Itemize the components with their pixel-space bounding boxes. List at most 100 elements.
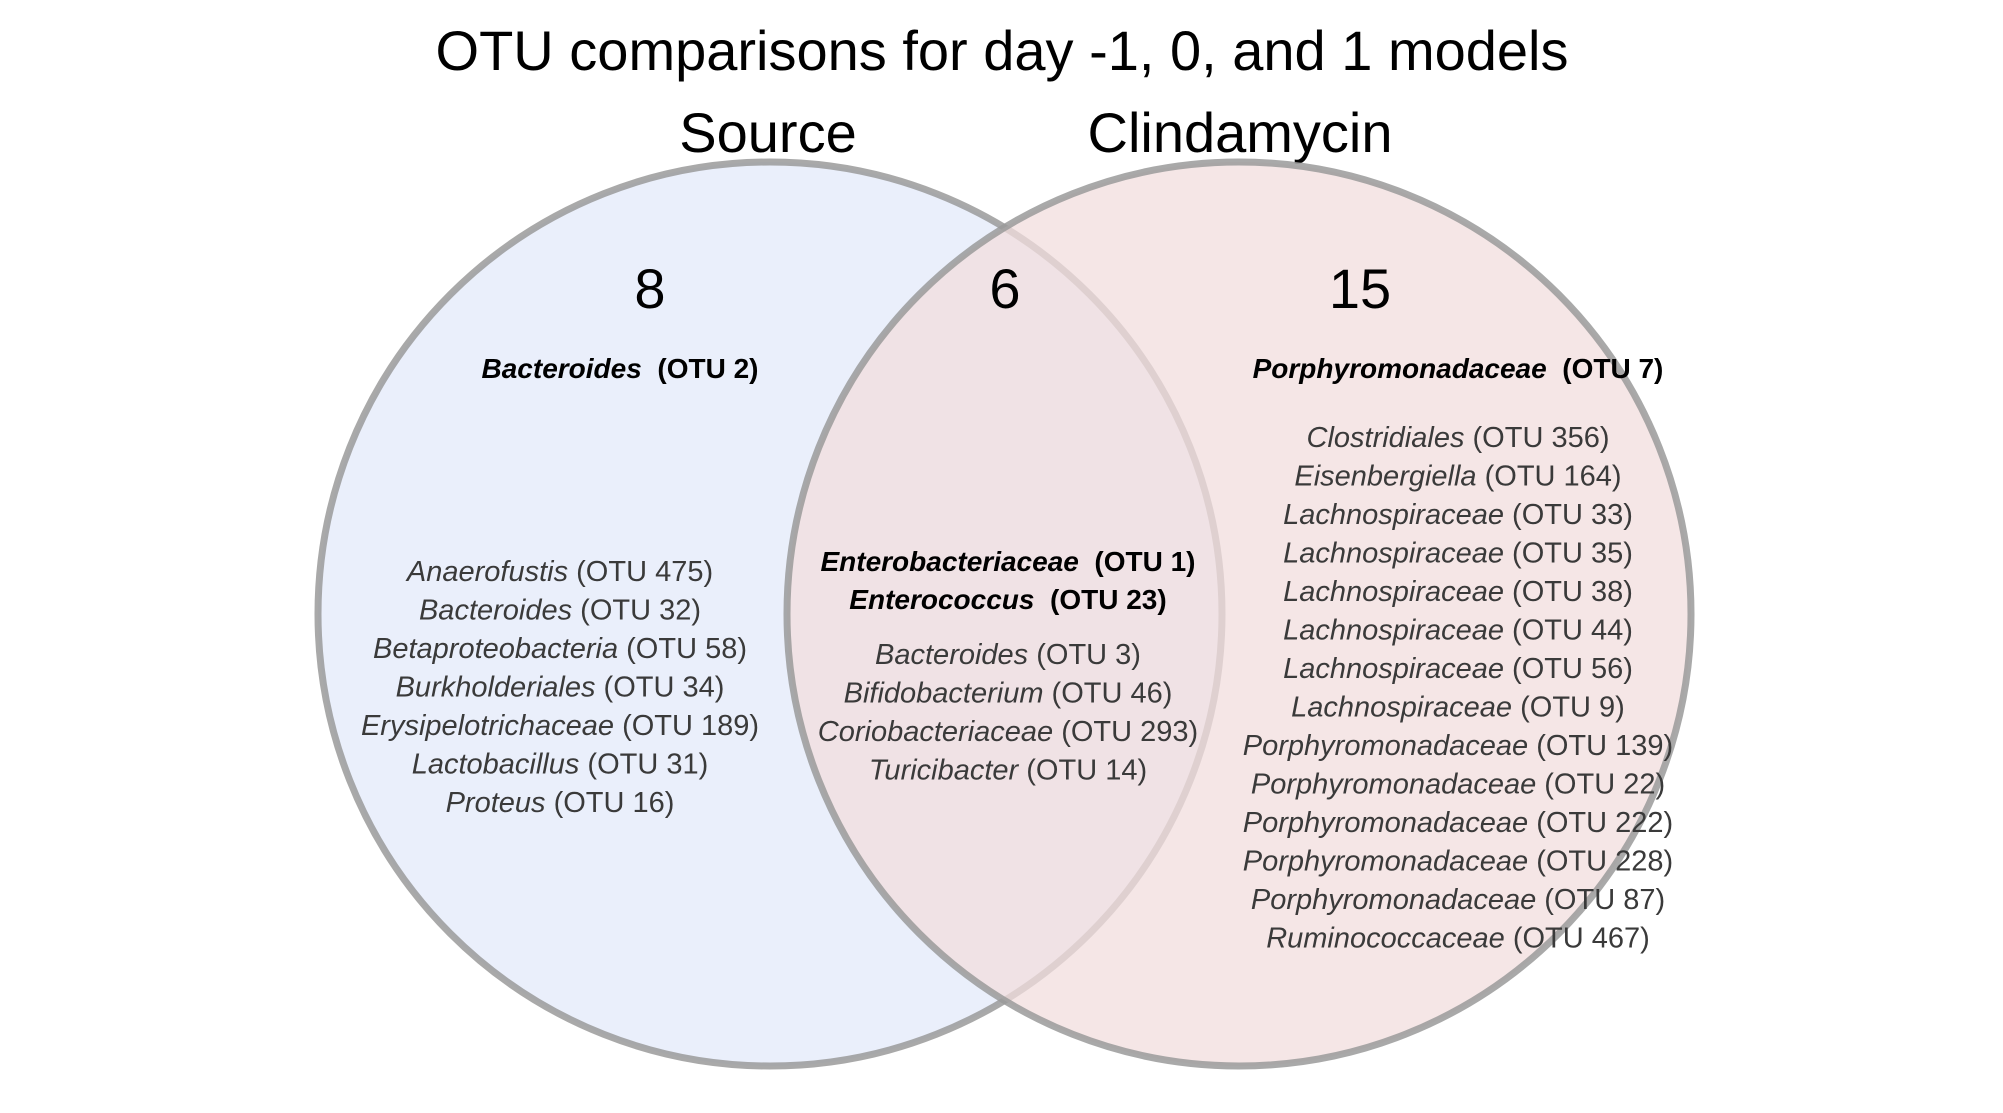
taxon-name: Lachnospiraceae	[1283, 576, 1504, 608]
taxon-name: Porphyromonadaceae	[1251, 884, 1536, 916]
otu-id: (OTU 44)	[1504, 615, 1633, 647]
otu-id: (OTU 16)	[546, 787, 675, 819]
otu-id: (OTU 1)	[1079, 546, 1196, 577]
otu-id: (OTU 7)	[1547, 353, 1664, 384]
set-label-clindamycin: Clindamycin	[1088, 101, 1393, 164]
otu-entry: Bacteroides (OTU 32)	[419, 595, 701, 627]
otu-id: (OTU 22)	[1536, 769, 1665, 801]
diagram-title: OTU comparisons for day -1, 0, and 1 mod…	[436, 19, 1569, 82]
taxon-name: Ruminococcaceae	[1266, 923, 1505, 955]
clindamycin-only-count: 15	[1329, 257, 1391, 320]
clindamycin-circle	[783, 158, 1695, 1070]
otu-entry: Lachnospiraceae (OTU 33)	[1283, 499, 1633, 531]
overlap-highlight-list: Enterobacteriaceae (OTU 1) Enterococcus (…	[820, 546, 1195, 615]
otu-id: (OTU 9)	[1512, 692, 1625, 724]
otu-id: (OTU 356)	[1464, 422, 1609, 454]
source-highlight-list: Bacteroides (OTU 2)	[482, 353, 759, 384]
taxon-name: Lactobacillus	[412, 749, 580, 781]
source-only-count: 8	[634, 257, 665, 320]
taxon-name: Clostridiales	[1307, 422, 1465, 454]
otu-id: (OTU 228)	[1528, 846, 1673, 878]
taxon-name: Coriobacteriaceae	[818, 716, 1053, 748]
taxon-name: Bacteroides	[875, 639, 1028, 671]
taxon-name: Betaproteobacteria	[373, 633, 618, 665]
otu-entry: Ruminococcaceae (OTU 467)	[1266, 923, 1650, 955]
otu-id: (OTU 23)	[1034, 584, 1166, 615]
otu-id: (OTU 139)	[1528, 730, 1673, 762]
taxon-name: Anaerofustis	[405, 556, 568, 588]
otu-id: (OTU 33)	[1504, 499, 1633, 531]
set-label-source: Source	[679, 101, 856, 164]
source-otu-list: Anaerofustis (OTU 475) Bacteroides (OTU 3…	[361, 556, 759, 819]
highlighted-otu: Bacteroides (OTU 2)	[482, 353, 759, 384]
clindamycin-otu-list: Clostridiales (OTU 356) Eisenbergiella (O…	[1243, 422, 1673, 955]
otu-entry: Lachnospiraceae (OTU 9)	[1291, 692, 1625, 724]
otu-id: (OTU 46)	[1043, 678, 1172, 710]
otu-entry: Burkholderiales (OTU 34)	[396, 672, 725, 704]
highlighted-otu: Porphyromonadaceae (OTU 7)	[1253, 353, 1664, 384]
taxon-name: Porphyromonadaceae	[1251, 769, 1536, 801]
otu-id: (OTU 164)	[1477, 461, 1622, 493]
otu-id: (OTU 38)	[1504, 576, 1633, 608]
otu-id: (OTU 56)	[1504, 653, 1633, 685]
overlap-otu-list: Bacteroides (OTU 3) Bifidobacterium (OTU …	[818, 639, 1198, 787]
taxon-name: Lachnospiraceae	[1291, 692, 1512, 724]
taxon-name: Bacteroides	[482, 353, 642, 384]
otu-entry: Porphyromonadaceae (OTU 139)	[1243, 730, 1673, 762]
taxon-name: Burkholderiales	[396, 672, 596, 704]
otu-entry: Eisenbergiella (OTU 164)	[1294, 461, 1621, 493]
otu-entry: Lachnospiraceae (OTU 35)	[1283, 538, 1633, 570]
otu-id: (OTU 3)	[1028, 639, 1141, 671]
taxon-name: Lachnospiraceae	[1283, 653, 1504, 685]
otu-entry: Bacteroides (OTU 3)	[875, 639, 1141, 671]
clindamycin-highlight-list: Porphyromonadaceae (OTU 7)	[1253, 353, 1664, 384]
otu-id: (OTU 35)	[1504, 538, 1633, 570]
otu-entry: Coriobacteriaceae (OTU 293)	[818, 716, 1198, 748]
otu-entry: Turicibacter (OTU 14)	[869, 755, 1147, 787]
taxon-name: Proteus	[446, 787, 546, 819]
otu-id: (OTU 87)	[1536, 884, 1665, 916]
otu-id: (OTU 58)	[618, 633, 747, 665]
otu-id: (OTU 293)	[1053, 716, 1198, 748]
taxon-name: Eisenbergiella	[1294, 461, 1476, 493]
taxon-name: Porphyromonadaceae	[1243, 846, 1528, 878]
otu-entry: Porphyromonadaceae (OTU 222)	[1243, 807, 1673, 839]
otu-entry: Anaerofustis (OTU 475)	[405, 556, 713, 588]
otu-id: (OTU 2)	[642, 353, 759, 384]
taxon-name: Lachnospiraceae	[1283, 538, 1504, 570]
highlighted-otu: Enterobacteriaceae (OTU 1)	[820, 546, 1195, 577]
overlap-count: 6	[989, 257, 1020, 320]
otu-entry: Betaproteobacteria (OTU 58)	[373, 633, 747, 665]
otu-entry: Clostridiales (OTU 356)	[1307, 422, 1610, 454]
highlighted-otu: Enterococcus (OTU 23)	[849, 584, 1166, 615]
taxon-name: Porphyromonadaceae	[1253, 353, 1547, 384]
otu-id: (OTU 32)	[572, 595, 701, 627]
otu-entry: Lactobacillus (OTU 31)	[412, 749, 709, 781]
otu-entry: Bifidobacterium (OTU 46)	[844, 678, 1173, 710]
otu-id: (OTU 14)	[1018, 755, 1147, 787]
taxon-name: Lachnospiraceae	[1283, 615, 1504, 647]
otu-id: (OTU 222)	[1528, 807, 1673, 839]
taxon-name: Turicibacter	[869, 755, 1020, 787]
taxon-name: Enterobacteriaceae	[820, 546, 1078, 577]
otu-id: (OTU 467)	[1505, 923, 1650, 955]
otu-entry: Lachnospiraceae (OTU 56)	[1283, 653, 1633, 685]
taxon-name: Bifidobacterium	[844, 678, 1044, 710]
taxon-name: Porphyromonadaceae	[1243, 730, 1528, 762]
otu-entry: Erysipelotrichaceae (OTU 189)	[361, 710, 759, 742]
otu-entry: Lachnospiraceae (OTU 44)	[1283, 615, 1633, 647]
otu-entry: Lachnospiraceae (OTU 38)	[1283, 576, 1633, 608]
otu-entry: Porphyromonadaceae (OTU 22)	[1251, 769, 1665, 801]
otu-entry: Porphyromonadaceae (OTU 228)	[1243, 846, 1673, 878]
otu-id: (OTU 34)	[595, 672, 724, 704]
taxon-name: Lachnospiraceae	[1283, 499, 1504, 531]
taxon-name: Bacteroides	[419, 595, 572, 627]
otu-id: (OTU 475)	[568, 556, 713, 588]
otu-id: (OTU 189)	[614, 710, 759, 742]
otu-entry: Proteus (OTU 16)	[446, 787, 675, 819]
taxon-name: Porphyromonadaceae	[1243, 807, 1528, 839]
taxon-name: Erysipelotrichaceae	[361, 710, 614, 742]
otu-entry: Porphyromonadaceae (OTU 87)	[1251, 884, 1665, 916]
taxon-name: Enterococcus	[849, 584, 1034, 615]
